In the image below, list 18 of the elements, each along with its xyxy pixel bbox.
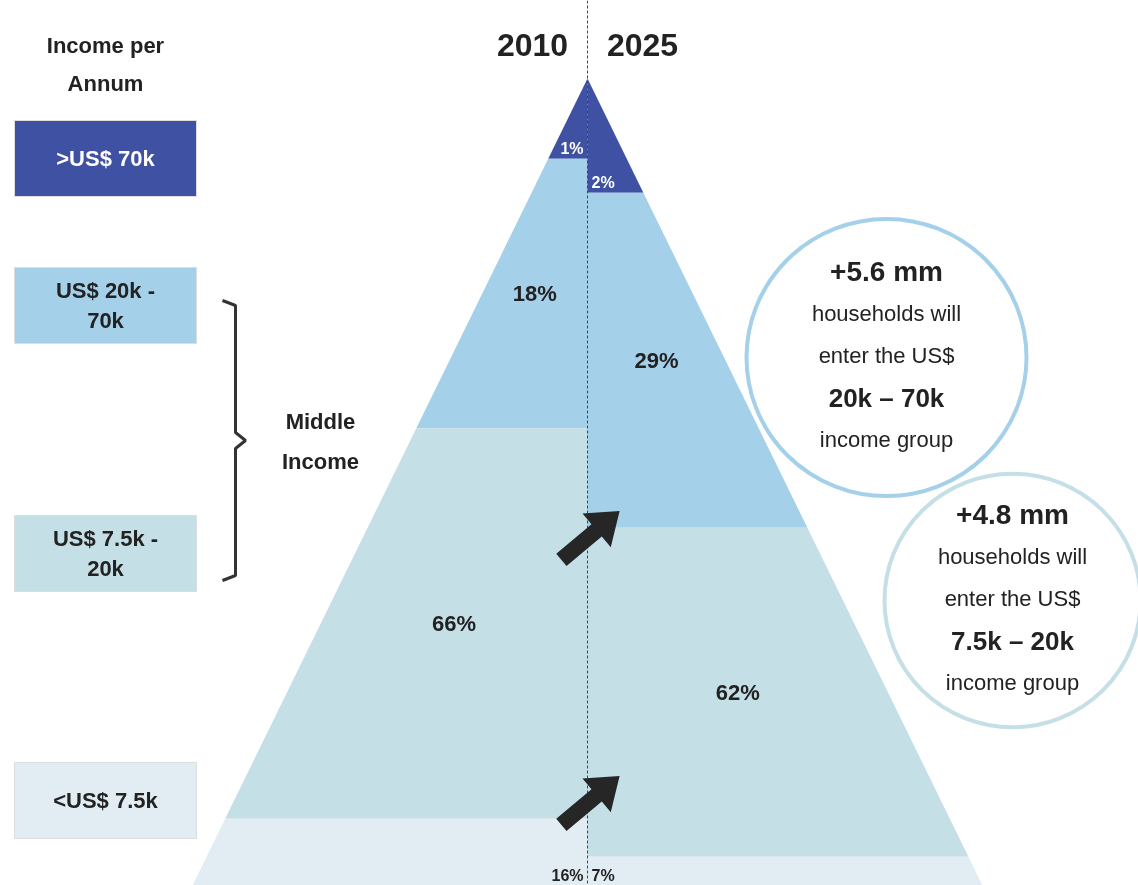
data-label: 29%	[634, 347, 679, 373]
text: +4.8 mm households will enter the US$ 7.5k – 20k income group	[937, 499, 1088, 695]
text: <US$ 7.5k	[53, 788, 159, 813]
data-label: 66%	[432, 611, 477, 637]
data-label: 18%	[512, 281, 557, 307]
text: Income per Annum	[46, 33, 165, 96]
data-label: 1%	[560, 140, 584, 158]
text: Middle Income	[281, 409, 360, 474]
category-label: 2010	[496, 26, 569, 63]
data-label: 7%	[591, 867, 615, 884]
data-label: 2%	[591, 174, 615, 192]
text: >US$ 70k	[56, 146, 156, 171]
category-label: 2025	[606, 26, 679, 63]
data-label: 62%	[715, 679, 760, 705]
text: +5.6 mm households will enter the US$ 20k – 70k income group	[811, 256, 962, 452]
text: US$ 20k - 70k	[55, 278, 156, 333]
data-label: 16%	[551, 867, 584, 884]
text: US$ 7.5k - 20k	[52, 526, 159, 581]
